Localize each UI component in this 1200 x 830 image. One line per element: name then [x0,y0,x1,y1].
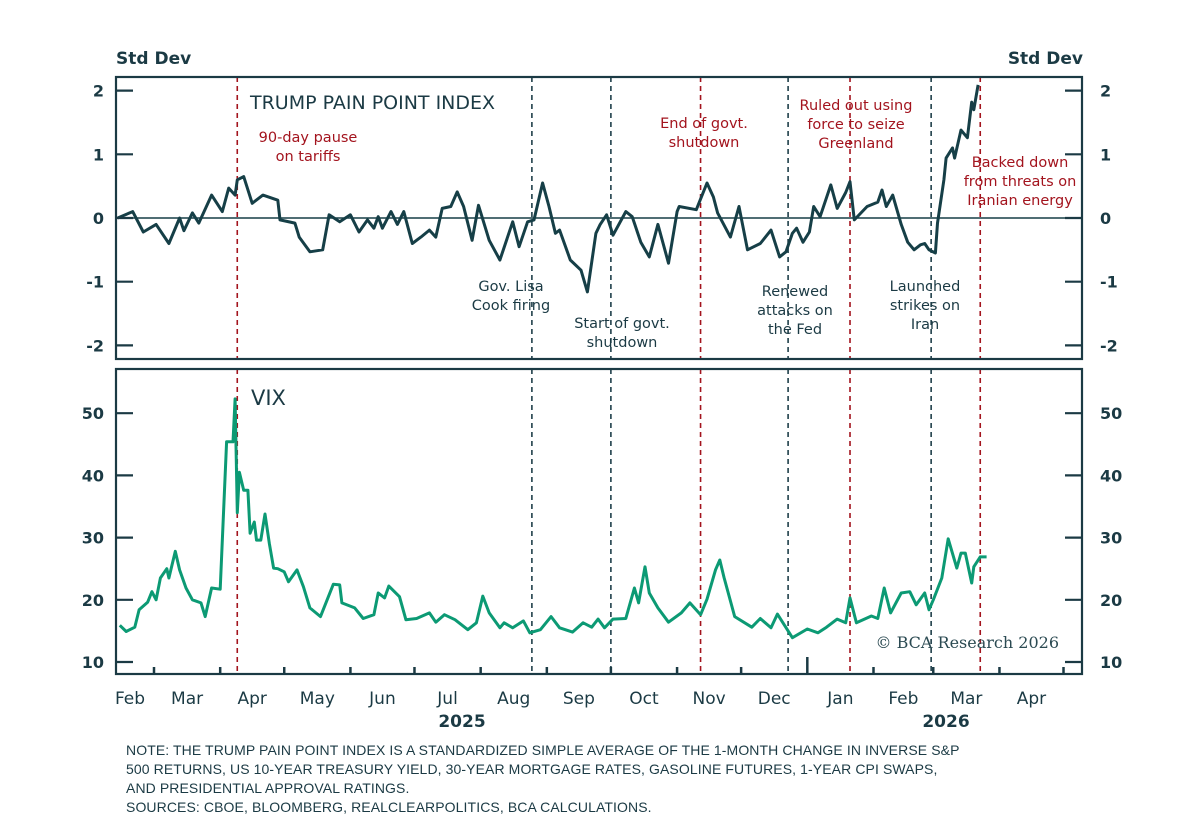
y-tick-label-left: 30 [82,529,104,548]
y-tick-label-right: 40 [1100,466,1122,485]
event-annotation: End of govt. shutdown [660,116,748,151]
x-tick-label: Jan [826,689,853,709]
y-tick-label-right: 20 [1100,591,1122,610]
y-tick-label-left: 20 [82,591,104,610]
footnote-line: 500 RETURNS, US 10-YEAR TREASURY YIELD, … [126,761,938,777]
event-annotation-line: the Fed [768,322,822,338]
y-tick-label-right: -1 [1100,273,1118,292]
y-tick-label-left: -1 [86,273,104,292]
event-annotation-line: on tariffs [276,149,341,165]
event-annotation-line: Start of govt. [574,316,670,332]
x-tick-label: Feb [115,689,145,709]
x-tick-label: May [300,689,335,709]
y-tick-label-left: 0 [93,209,104,228]
y-tick-label-left: 10 [82,653,104,672]
y-tick-label-left: -2 [86,336,104,355]
y-tick-label-left: 40 [82,466,104,485]
y-axis-label-left: Std Dev [116,49,191,69]
footnote-line: AND PRESIDENTIAL APPROVAL RATINGS. [126,780,410,796]
y-tick-label-right: -2 [1100,336,1118,355]
x-tick-label: Mar [950,689,982,709]
index-title: TRUMP PAIN POINT INDEX [249,92,495,114]
index-line [117,84,980,294]
event-annotation-line: force to seize [807,117,904,133]
year-label: 2026 [922,712,969,732]
x-tick-label: Aug [497,689,530,709]
y-tick-label-right: 30 [1100,529,1122,548]
event-annotation-line: shutdown [587,335,658,351]
event-annotation-line: attacks on [757,303,833,319]
vix-title: VIX [251,386,286,410]
x-tick-label: Nov [693,689,726,709]
footnote: NOTE: THE TRUMP PAIN POINT INDEX IS A ST… [126,741,1126,817]
y-tick-label-right: 10 [1100,653,1122,672]
year-label: 2025 [438,712,485,732]
vix-line [118,397,987,640]
y-tick-label-right: 2 [1100,82,1111,101]
event-annotation-line: shutdown [669,135,740,151]
x-tick-label: Mar [171,689,203,709]
x-tick-label: Apr [237,689,266,709]
y-tick-label-left: 2 [93,82,104,101]
event-annotation-line: Launched [890,279,961,295]
y-axis-label-right: Std Dev [1008,49,1083,69]
x-tick-label: Jun [368,689,396,709]
event-annotation-line: Greenland [818,136,893,152]
event-annotation-line: Iran [911,317,939,333]
y-tick-label-left: 50 [82,404,104,423]
event-annotation: Renewed attacks on the Fed [757,284,833,338]
footnote-line: NOTE: THE TRUMP PAIN POINT INDEX IS A ST… [126,742,960,758]
x-tick-label: Feb [888,689,918,709]
event-annotation: Launched strikes on Iran [890,279,961,333]
event-annotation: Gov. Lisa Cook firing [472,279,550,314]
event-annotation-line: 90-day pause [259,130,358,146]
vix-panel-frame [114,367,1084,676]
y-tick-label-right: 1 [1100,145,1111,164]
x-tick-label: Apr [1017,689,1046,709]
event-annotation-line: Renewed [762,284,828,300]
event-annotation-line: Cook firing [472,298,550,314]
x-tick-label: Jul [436,689,458,709]
event-annotation-line: Iranian energy [967,193,1073,209]
x-tick-label: Dec [758,689,791,709]
event-annotation-line: Ruled out using [800,98,913,114]
y-tick-label-left: 1 [93,145,104,164]
y-tick-label-right: 0 [1100,209,1111,228]
event-annotation: 90-day pause on tariffs [259,130,358,165]
event-annotation: Start of govt. shutdown [574,316,670,351]
x-tick-label: Oct [629,689,659,709]
footnote-line: SOURCES: CBOE, BLOOMBERG, REALCLEARPOLIT… [126,799,652,815]
x-tick-label: Sep [563,689,595,709]
event-annotation-line: strikes on [890,298,960,314]
event-annotation-line: Backed down [972,155,1069,171]
event-annotation: Backed down from threats on Iranian energy [964,155,1077,209]
event-annotation: Ruled out using force to seize Greenland [800,98,913,152]
event-annotation-line: End of govt. [660,116,748,132]
copyright-watermark: © BCA Research 2026 [876,633,1059,652]
y-tick-label-right: 50 [1100,404,1122,423]
event-annotation-line: from threats on [964,174,1077,190]
event-annotation-line: Gov. Lisa [478,279,543,295]
